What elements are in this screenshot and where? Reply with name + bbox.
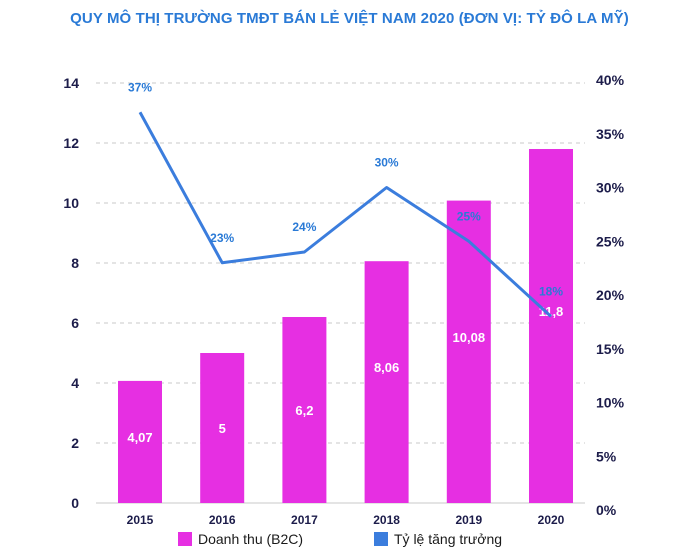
legend-bar-label: Doanh thu (B2C) <box>198 531 304 547</box>
left-tick-label-5: 10 <box>63 195 79 211</box>
bar-label-2020: 11,8 <box>539 304 564 319</box>
growth-label-2017: 24% <box>292 220 316 234</box>
right-tick-label-6: 30% <box>596 180 625 196</box>
left-tick-label-7: 14 <box>63 75 79 91</box>
growth-label-2020: 18% <box>539 285 563 299</box>
left-tick-label-0: 0 <box>71 495 79 511</box>
right-tick-label-4: 20% <box>596 287 625 303</box>
bar-label-2017: 6,2 <box>295 403 313 418</box>
growth-label-2016: 23% <box>210 231 234 245</box>
x-tick-label-2017: 2017 <box>291 513 318 525</box>
right-axis: 0% 5% 10% 15% 20% 25% 30% 35% 40% <box>596 72 625 518</box>
x-tick-label-2018: 2018 <box>373 513 400 525</box>
right-tick-label-3: 15% <box>596 341 625 357</box>
bar-2018 <box>364 261 409 503</box>
bar-2016 <box>200 353 245 503</box>
x-axis: 2015 2016 2017 2018 2019 2020 <box>127 513 565 525</box>
left-tick-label-4: 8 <box>71 255 79 271</box>
legend-item-line: Tỷ lệ tăng trưởng <box>374 531 502 547</box>
x-tick-label-2019: 2019 <box>455 513 482 525</box>
growth-line-path <box>138 111 553 318</box>
left-axis: 0 2 4 6 8 10 12 14 <box>63 75 79 511</box>
right-tick-label-5: 25% <box>596 233 625 249</box>
left-tick-label-6: 12 <box>63 135 79 151</box>
right-tick-label-2: 10% <box>596 395 625 411</box>
right-tick-label-0: 0% <box>596 502 617 518</box>
legend-item-bar: Doanh thu (B2C) <box>178 531 303 547</box>
bar-label-2018: 8,06 <box>374 360 399 375</box>
x-tick-label-2020: 2020 <box>538 513 565 525</box>
bar-label-2015: 4,07 <box>127 430 152 445</box>
legend-line-label: Tỷ lệ tăng trưởng <box>394 531 503 547</box>
bar-2019 <box>446 200 491 503</box>
right-tick-label-7: 35% <box>596 126 625 142</box>
left-tick-label-1: 2 <box>71 435 79 451</box>
growth-labels: 37% 23% 24% 30% 25% 18% <box>128 80 563 298</box>
chart-title: QUY MÔ THỊ TRƯỜNG TMĐT BÁN LẺ VIỆT NAM 2… <box>70 10 629 27</box>
x-tick-label-2015: 2015 <box>127 513 154 525</box>
bar-label-2016: 5 <box>219 421 226 436</box>
right-tick-label-8: 40% <box>596 72 625 88</box>
legend-bar-swatch <box>178 532 192 546</box>
left-tick-label-3: 6 <box>71 315 79 331</box>
growth-line <box>138 111 553 318</box>
bar-2015 <box>118 380 162 503</box>
x-tick-label-2016: 2016 <box>209 513 236 525</box>
bar-labels: 4,07 5 6,2 8,06 10,08 11,8 <box>127 304 563 445</box>
gridlines <box>96 82 585 504</box>
combo-chart: 0 2 4 6 8 10 12 14 0% 5% 10% 15% 20% 25% 30% 35% 40% 4,… <box>63 72 625 525</box>
left-tick-label-2: 4 <box>71 375 79 391</box>
bar-2020 <box>529 149 573 503</box>
growth-label-2019: 25% <box>457 209 481 223</box>
bar-2017 <box>282 317 327 503</box>
legend-line-swatch <box>374 532 388 546</box>
bars <box>118 149 573 503</box>
growth-label-2018: 30% <box>375 156 399 170</box>
right-tick-label-1: 5% <box>596 448 617 464</box>
bar-label-2019: 10,08 <box>453 330 486 345</box>
growth-label-2015: 37% <box>128 80 152 94</box>
